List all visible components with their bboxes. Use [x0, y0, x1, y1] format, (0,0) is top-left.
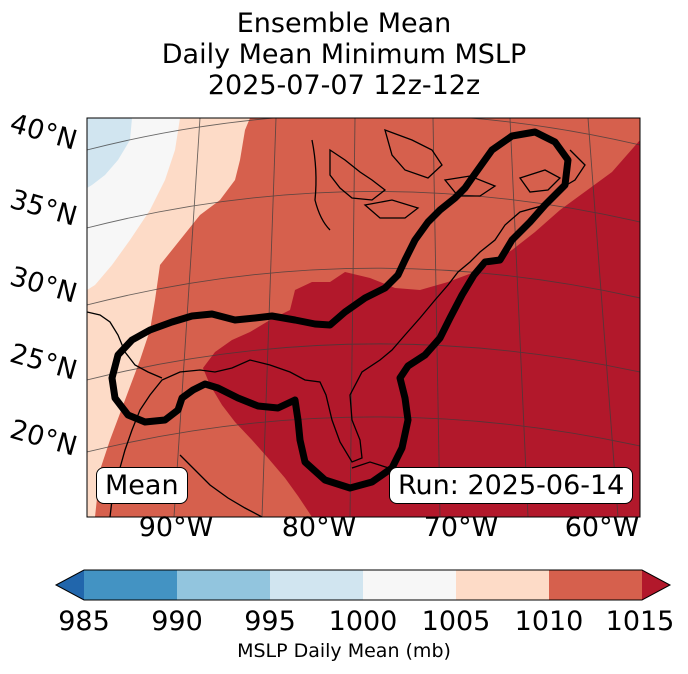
colorbar-1000-1005 [363, 570, 456, 600]
colorbar-985-990 [84, 570, 177, 600]
colorbar-over [642, 570, 670, 600]
field-995-1000 [87, 118, 132, 188]
field-1010-1015 [87, 118, 640, 517]
colorbar-tick-985: 985 [58, 606, 110, 637]
map-frame [86, 117, 641, 518]
lon-label-60w: 60°W [564, 512, 640, 543]
lon-label-80w: 80°W [281, 512, 357, 543]
coastlines [87, 128, 586, 517]
colorbar-label: MSLP Daily Mean (mb) [237, 640, 451, 662]
colorbar-frame [54, 569, 672, 601]
colorbar-under [56, 570, 84, 600]
mean-label-box: Mean [96, 467, 188, 504]
colorbar-tick-1015: 1015 [605, 606, 675, 637]
colorbar-995-1000 [270, 570, 363, 600]
colorbar-tick-990: 990 [151, 606, 203, 637]
colorbar-tick-995: 995 [244, 606, 296, 637]
run-date-box: Run: 2025-06-14 [389, 467, 634, 504]
colorbar-1010-1015 [549, 570, 642, 600]
colorbar-tick-1000: 1000 [328, 606, 398, 637]
colorbar-990-995 [177, 570, 270, 600]
title-line-1: Ensemble Mean [236, 8, 452, 39]
lon-label-70w: 70°W [423, 512, 499, 543]
graticule [87, 118, 640, 517]
lon-label-90w: 90°W [138, 512, 214, 543]
ensemble-outline [108, 128, 572, 492]
title-line-3: 2025-07-07 12z-12z [207, 70, 481, 101]
colorbar-tick-1005: 1005 [421, 606, 491, 637]
colorbar-1005-1010 [456, 570, 549, 600]
colorbar-tick-1010: 1010 [514, 606, 584, 637]
title-line-2: Daily Mean Minimum MSLP [161, 39, 527, 70]
